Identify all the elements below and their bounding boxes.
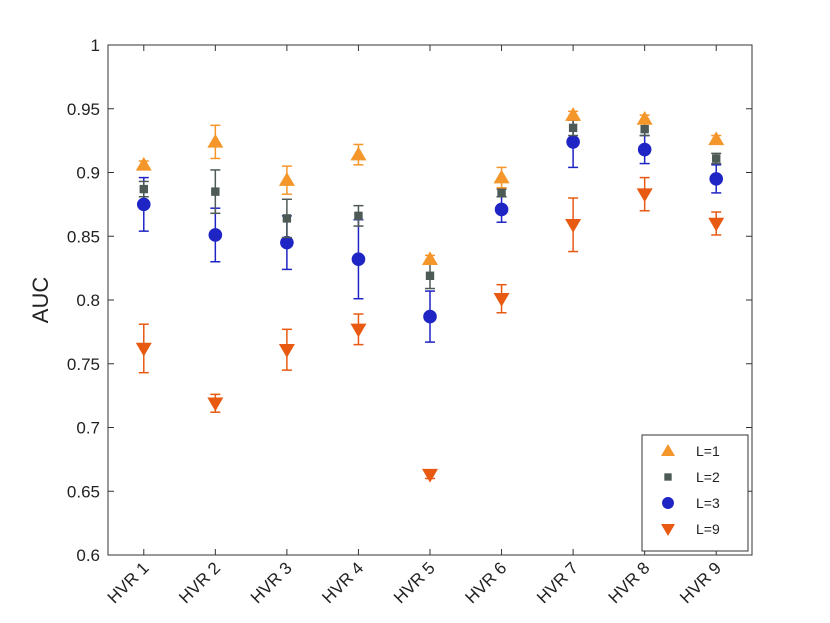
legend-entry: L=2 bbox=[696, 469, 720, 485]
y-tick-label: 0.6 bbox=[76, 546, 100, 565]
data-point bbox=[709, 172, 724, 186]
y-tick-label: 0.75 bbox=[67, 355, 100, 374]
x-tick-label: HVR 8 bbox=[605, 558, 654, 607]
y-tick-label: 0.65 bbox=[67, 482, 100, 501]
data-point bbox=[708, 217, 725, 232]
data-point bbox=[566, 135, 580, 149]
data-point bbox=[282, 214, 292, 223]
legend-box bbox=[641, 434, 749, 552]
legend-entry: L=3 bbox=[696, 495, 720, 511]
x-tick-label: HVR 1 bbox=[104, 558, 153, 607]
data-point bbox=[565, 219, 582, 233]
data-point bbox=[708, 131, 725, 146]
y-tick-label: 0.85 bbox=[67, 227, 100, 246]
data-point bbox=[211, 187, 220, 196]
data-point bbox=[712, 154, 721, 163]
x-tick-label: HVR 6 bbox=[462, 558, 511, 607]
data-point bbox=[493, 169, 510, 184]
data-point bbox=[207, 133, 224, 148]
data-point bbox=[425, 271, 435, 280]
x-tick-label: HVR 7 bbox=[533, 558, 582, 607]
y-tick-label: 1 bbox=[91, 36, 100, 55]
data-point bbox=[139, 184, 148, 194]
x-tick-label: HVR 4 bbox=[318, 558, 367, 607]
y-tick-label: 0.7 bbox=[76, 419, 100, 438]
data-point bbox=[565, 107, 582, 121]
series-l-2 bbox=[138, 119, 722, 290]
data-point bbox=[351, 252, 366, 266]
legend-marker bbox=[661, 444, 675, 457]
legend-entry: L=1 bbox=[696, 443, 720, 459]
data-point bbox=[136, 197, 151, 212]
data-point bbox=[423, 309, 437, 324]
data-point bbox=[640, 124, 649, 134]
data-marks bbox=[135, 107, 725, 483]
data-point bbox=[637, 142, 652, 157]
data-point bbox=[207, 397, 224, 412]
data-point bbox=[208, 228, 223, 242]
y-tick-label: 0.95 bbox=[67, 100, 100, 119]
legend-marker bbox=[664, 473, 672, 481]
x-tick-label: HVR 3 bbox=[247, 558, 296, 607]
data-point bbox=[278, 172, 295, 186]
data-point bbox=[422, 468, 438, 483]
data-point bbox=[280, 235, 294, 250]
data-point bbox=[278, 343, 295, 358]
series-l-3 bbox=[136, 115, 724, 343]
legend-marker bbox=[662, 497, 674, 509]
data-point bbox=[636, 110, 653, 125]
data-point bbox=[497, 188, 506, 198]
data-point bbox=[354, 211, 363, 221]
series-l-1 bbox=[135, 107, 725, 265]
series-l-9 bbox=[135, 176, 725, 483]
x-tick-label: HVR 9 bbox=[676, 558, 725, 607]
data-point bbox=[135, 342, 152, 357]
legend: L=1 L=2 L=3 L=9 bbox=[641, 434, 749, 552]
legend-entry: L=9 bbox=[696, 521, 720, 537]
x-tick-label: HVR 2 bbox=[175, 558, 224, 607]
legend-marker bbox=[661, 523, 675, 536]
y-axis-label: AUC bbox=[28, 277, 53, 324]
data-point bbox=[422, 251, 438, 265]
data-point bbox=[350, 323, 367, 338]
data-point bbox=[493, 292, 510, 307]
data-point bbox=[135, 156, 152, 171]
data-point bbox=[494, 202, 509, 217]
y-tick-label: 0.9 bbox=[76, 164, 100, 183]
data-point bbox=[636, 188, 653, 203]
y-tick-label: 0.8 bbox=[76, 291, 100, 310]
x-tick-label: HVR 5 bbox=[390, 558, 439, 607]
data-point bbox=[568, 123, 578, 133]
data-point bbox=[350, 146, 367, 161]
